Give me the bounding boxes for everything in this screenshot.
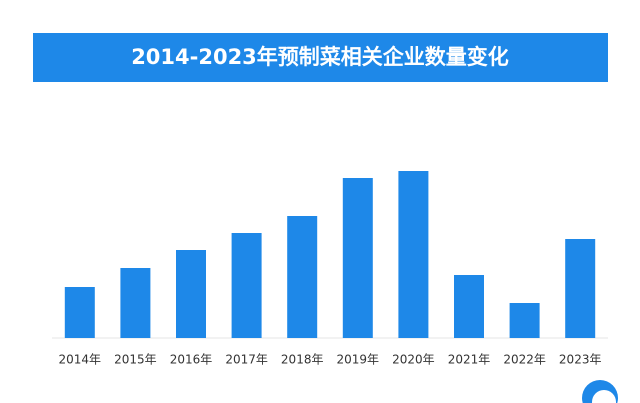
logo [582, 380, 618, 403]
x-tick-label: 2021年 [448, 353, 491, 367]
bar [565, 239, 596, 338]
logo-inner [592, 390, 616, 403]
x-tick-label: 2015年 [114, 353, 157, 367]
bar [231, 233, 262, 338]
bar [398, 171, 429, 338]
bar [454, 275, 484, 338]
bar [509, 303, 540, 338]
x-tick-label: 2016年 [170, 353, 213, 367]
title-banner [33, 33, 608, 82]
x-tick-label: 2014年 [59, 353, 102, 367]
x-tick-label: 2017年 [225, 353, 268, 367]
x-tick-label: 2023年 [559, 353, 602, 367]
bar [287, 216, 318, 338]
x-tick-label: 2022年 [503, 353, 546, 367]
bar [64, 287, 95, 338]
bar [176, 250, 206, 338]
bar [342, 178, 373, 338]
x-tick-label: 2019年 [337, 353, 380, 367]
bar [120, 268, 151, 338]
x-tick-label: 2020年 [392, 353, 435, 367]
x-tick-label: 2018年 [281, 353, 324, 367]
chart-title: 2014-2023年预制菜相关企业数量变化 [131, 45, 509, 69]
